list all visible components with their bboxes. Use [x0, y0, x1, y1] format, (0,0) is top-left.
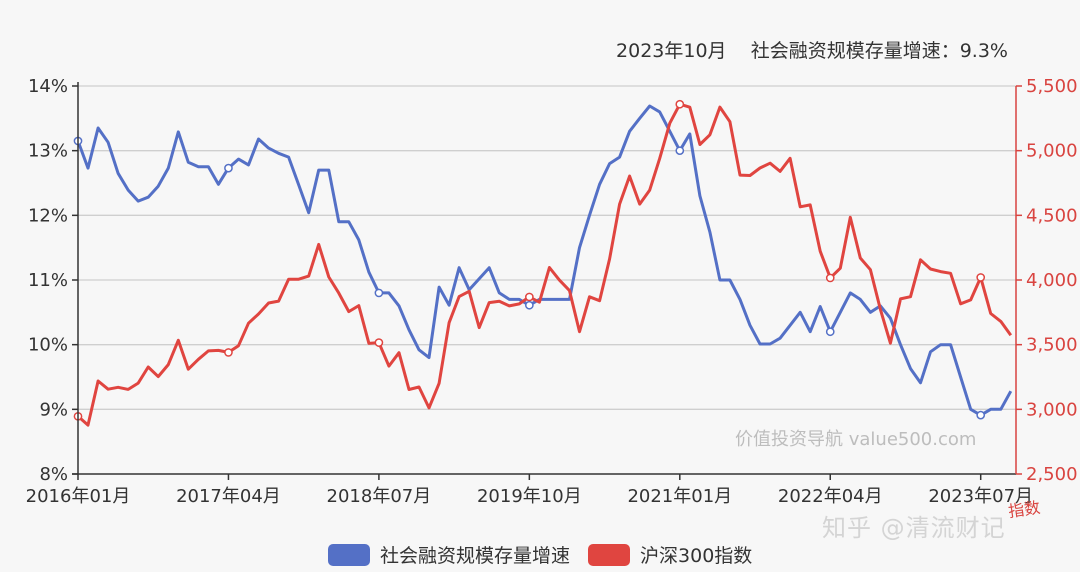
data-point-marker[interactable]	[675, 146, 685, 156]
legend-swatch-red	[588, 543, 631, 566]
y-right-tick-label: 2,500	[1026, 464, 1078, 485]
data-point-marker[interactable]	[374, 338, 384, 347]
data-point-marker[interactable]	[976, 410, 986, 420]
legend-swatch-blue	[328, 543, 370, 566]
y-left-tick-label: 10%	[28, 335, 68, 356]
gridlines	[78, 85, 1016, 410]
x-tick-label: 2016年01月	[26, 486, 131, 507]
series-lines	[73, 99, 1013, 427]
source-watermark: 价值投资导航 value500.com	[735, 429, 977, 450]
x-tick-label: 2019年10月	[477, 486, 582, 507]
x-tick-label: 2018年07月	[327, 486, 432, 507]
x-tick-label: 2017年04月	[176, 486, 281, 507]
axes: 8% 9% 10% 11% 12% 13% 14% 2,500 3,000 3,500 4,000 4…	[26, 76, 1078, 507]
data-point-marker[interactable]	[675, 99, 685, 109]
y-left-tick-label: 9%	[39, 399, 68, 420]
legend: 社会融资规模存量增速 沪深300指数	[328, 541, 760, 568]
data-point-marker[interactable]	[224, 163, 233, 173]
zhihu-watermark: 知乎 @清流财记	[822, 514, 1006, 542]
data-point-marker[interactable]	[825, 327, 835, 337]
y-right-tick-label: 4,000	[1026, 270, 1078, 291]
y-right-tick-label: 4,500	[1026, 205, 1078, 226]
y-right-tick-label: 5,000	[1026, 141, 1078, 162]
data-point-marker[interactable]	[976, 273, 986, 282]
data-point-marker[interactable]	[825, 273, 835, 283]
y-right-tick-label: 3,000	[1026, 399, 1078, 420]
y-left-tick-label: 13%	[28, 141, 68, 162]
x-tick-label: 2023年07月	[928, 486, 1033, 507]
y-left-tick-label: 11%	[28, 270, 68, 291]
y-right-tick-label: 5,500	[1026, 76, 1078, 97]
legend-label: 社会融资规模存量增速	[380, 545, 571, 567]
legend-label: 沪深300指数	[640, 545, 753, 567]
data-point-marker[interactable]	[374, 288, 384, 298]
data-point-marker[interactable]	[525, 292, 534, 302]
chart-title: 2023年10月 社会融资规模存量增速：9.3%	[616, 40, 1008, 62]
series-line-1	[77, 102, 1013, 427]
series-line-0	[76, 104, 1013, 417]
data-point-marker[interactable]	[525, 300, 534, 310]
y-left-tick-label: 14%	[28, 76, 68, 97]
y-right-tick-label: 3,500	[1026, 335, 1078, 356]
legend-item-csi300[interactable]: 沪深300指数	[588, 541, 752, 568]
x-tick-label: 2022年04月	[778, 486, 883, 507]
y-left-tick-label: 8%	[39, 464, 68, 485]
legend-item-tsf-growth[interactable]: 社会融资规模存量增速	[328, 541, 570, 568]
right-axis-name: 指数	[1007, 497, 1042, 522]
data-point-marker[interactable]	[224, 348, 233, 357]
x-tick-label: 2021年01月	[627, 486, 732, 507]
y-left-tick-label: 12%	[28, 205, 68, 226]
